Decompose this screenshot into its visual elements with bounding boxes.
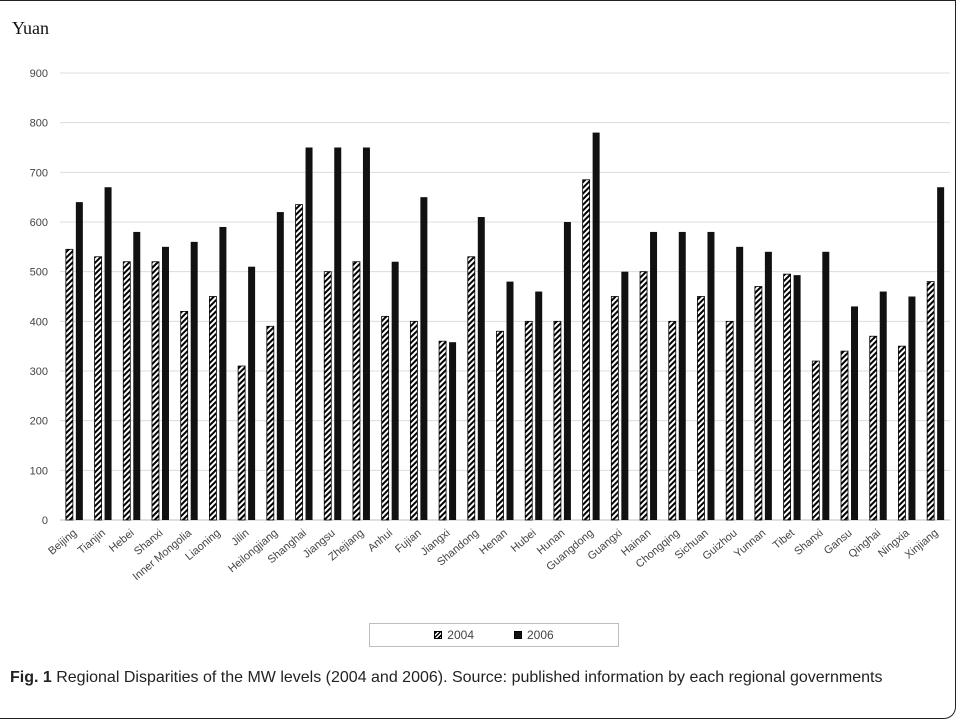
bar-2006	[563, 222, 571, 520]
bar-2004	[209, 296, 217, 521]
bar-2004	[496, 330, 504, 521]
y-tick-label: 600	[30, 217, 48, 229]
x-tick-label: Hubei	[509, 527, 539, 555]
x-tick-label: Anhui	[366, 527, 395, 554]
y-axis-label: Yuan	[12, 18, 49, 38]
y-tick-label: 400	[30, 316, 48, 328]
bar-2004	[352, 261, 361, 521]
bar-2004	[754, 286, 763, 521]
bar-2006	[161, 246, 169, 521]
legend-swatch-hatched	[434, 631, 443, 639]
y-tick-label: 500	[30, 267, 48, 279]
bar-2004	[926, 281, 935, 521]
y-tick-label: 300	[30, 366, 48, 378]
y-tick-label: 0	[42, 515, 48, 527]
caption-label: Fig. 1	[10, 669, 52, 686]
bar-2004	[898, 345, 906, 521]
bar-2006	[908, 296, 916, 520]
bar-2004	[869, 335, 878, 521]
bars	[65, 132, 945, 521]
bar-2006	[621, 271, 629, 520]
bar-2006	[248, 266, 256, 520]
bar-2006	[678, 231, 686, 520]
bar-2006	[420, 197, 428, 520]
bar-2004	[697, 296, 705, 521]
bar-2004	[639, 271, 648, 521]
bar-2004	[783, 273, 791, 521]
bar-2006	[707, 231, 715, 520]
x-tick-label: Jilin	[229, 527, 251, 548]
legend: 2004 2006	[369, 623, 619, 647]
bar-2006	[190, 241, 198, 520]
caption-text: Regional Disparities of the MW levels (2…	[51, 669, 883, 686]
bar-2004	[65, 248, 74, 521]
bar-2006	[305, 147, 313, 520]
bar-2004	[467, 256, 476, 521]
bar-chart: 0 100 200 300 400 500 600 700 800 900 BeijingTian…	[30, 68, 950, 584]
bar-2006	[506, 281, 514, 520]
x-tick-label: Beijing	[46, 527, 79, 557]
legend-item-2006: 2006	[514, 628, 554, 642]
y-tick-label: 200	[30, 416, 48, 428]
bar-2006	[535, 291, 543, 520]
bar-2004	[840, 350, 849, 521]
bar-2006	[736, 246, 744, 521]
bar-2006	[879, 291, 887, 520]
bar-2006	[391, 261, 399, 520]
x-tick-label: Xinjiang	[903, 527, 941, 561]
legend-item-2004: 2004	[434, 628, 474, 642]
bar-2006	[793, 275, 801, 520]
x-tick-label: Shanxi	[792, 527, 825, 558]
x-tick-label: Yunnan	[732, 527, 768, 560]
bar-2006	[592, 132, 600, 520]
bar-2006	[650, 231, 658, 520]
bar-2006	[937, 187, 945, 520]
bar-2004	[151, 261, 160, 521]
bar-2004	[668, 320, 677, 521]
bar-2006	[276, 212, 284, 521]
bar-2004	[381, 315, 390, 521]
bar-2004	[266, 325, 275, 521]
gridlines	[60, 72, 950, 521]
bar-2004	[237, 365, 246, 521]
bar-2006	[362, 147, 370, 520]
bar-2006	[133, 231, 141, 520]
bar-2004	[438, 340, 447, 521]
bar-2004	[553, 320, 562, 521]
bar-2006	[334, 147, 342, 520]
legend-label-2006: 2006	[527, 628, 554, 642]
bar-2004	[409, 320, 418, 521]
y-tick-label: 800	[30, 118, 48, 130]
y-tick-labels: 0 100 200 300 400 500 600 700 800 900	[30, 68, 48, 527]
bar-2004	[811, 360, 820, 521]
bar-2006	[477, 217, 485, 521]
bar-2004	[725, 320, 734, 521]
x-tick-label: Qinghai	[846, 527, 883, 561]
y-tick-label: 700	[30, 167, 48, 179]
bar-2004	[323, 271, 332, 521]
bar-2006	[75, 202, 83, 520]
bar-2006	[822, 251, 830, 521]
bar-2006	[449, 342, 457, 520]
bar-2004	[94, 256, 102, 521]
y-tick-label: 900	[30, 68, 48, 80]
bar-2006	[104, 187, 112, 520]
y-tick-label: 100	[30, 465, 48, 477]
bar-2004	[610, 296, 619, 521]
bar-2004	[524, 320, 533, 521]
legend-swatch-solid	[514, 631, 522, 639]
bar-2004	[582, 179, 591, 521]
bar-2006	[219, 226, 227, 520]
figure-caption: Fig. 1 Regional Disparities of the MW le…	[10, 667, 940, 689]
bar-2004	[122, 261, 131, 521]
x-tick-label: Tianjin	[76, 527, 108, 557]
bar-2004	[295, 204, 303, 521]
legend-label-2004: 2004	[447, 628, 474, 642]
bar-2004	[180, 310, 189, 521]
bar-2006	[851, 306, 859, 520]
x-tick-label: Henan	[477, 527, 510, 557]
bar-2006	[764, 251, 772, 521]
